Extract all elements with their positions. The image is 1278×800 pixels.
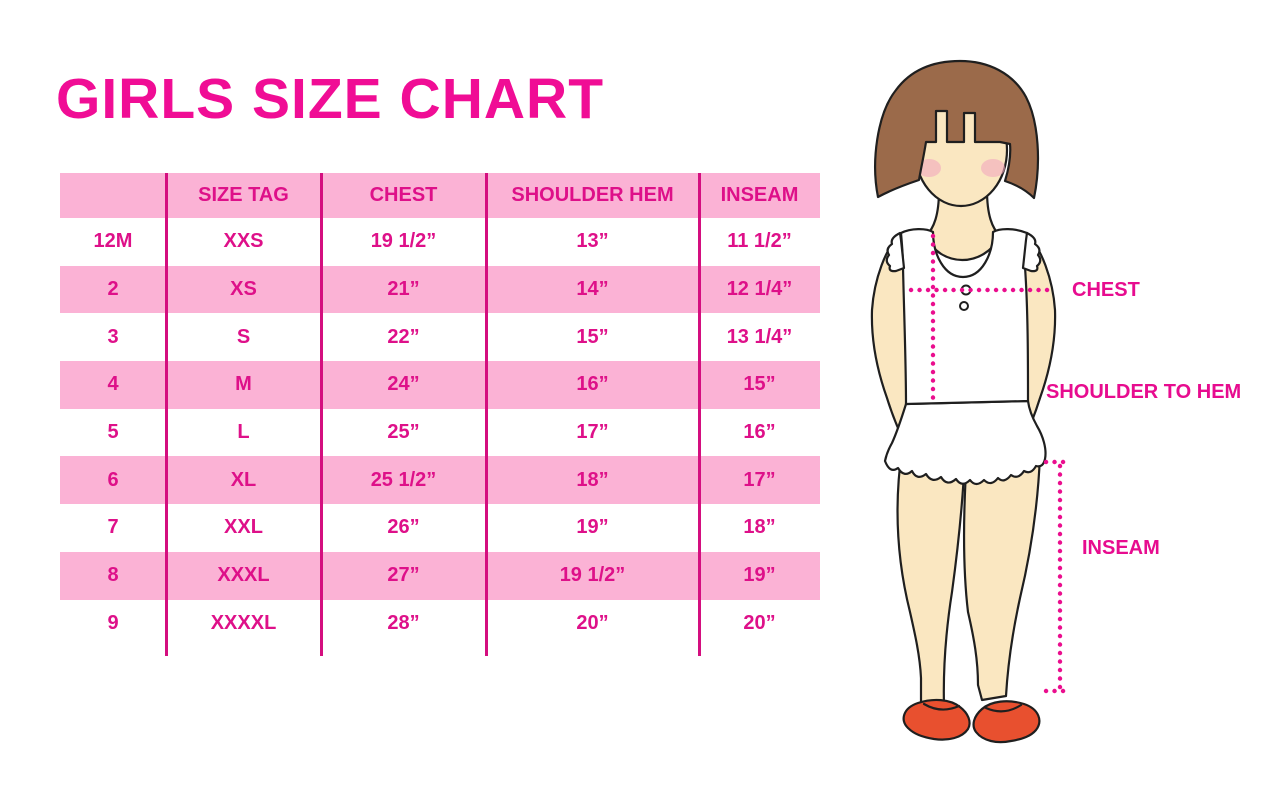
table-cell: 28” [387, 611, 420, 634]
table-cell: 15” [743, 373, 776, 396]
table-row: 2 XS 21” 14” 12 1/4” [60, 265, 820, 314]
column-divider [319, 173, 323, 656]
table-cell: XS [230, 278, 257, 301]
table-cell: 7 [107, 516, 119, 539]
table-cell: 22” [387, 325, 420, 348]
table-cell: 21” [387, 278, 420, 301]
table-cell: M [235, 373, 252, 396]
table-cell: 16” [576, 373, 609, 396]
table-cell: 27” [387, 564, 420, 587]
girl-right-shoe [972, 700, 1041, 744]
girl-skirt [883, 399, 1047, 486]
chest-label: CHEST [1072, 279, 1140, 301]
table-cell: 19 1/2” [370, 230, 437, 253]
table-row: 9 XXXXL 28” 20” 20” [60, 599, 820, 648]
table-cell: 8 [107, 564, 119, 587]
column-divider [484, 173, 488, 656]
table-cell: 19” [743, 564, 776, 587]
header-cell: SIZE TAG [198, 184, 289, 206]
table-cell: 26” [387, 516, 420, 539]
table-cell: 16” [743, 421, 776, 444]
table-header-row: SIZE TAG CHEST SHOULDER HEM INSEAM [60, 173, 820, 218]
table-cell: 13 1/4” [726, 325, 793, 348]
girl-button-bottom [959, 301, 969, 311]
table-cell: 13” [576, 230, 609, 253]
table-cell: 15” [576, 325, 609, 348]
table-cell: 17” [743, 468, 776, 491]
girl-neck [924, 188, 1002, 261]
girl-right-leg [963, 453, 1042, 702]
table-cell: 3 [107, 325, 119, 348]
inseam-label: INSEAM [1082, 537, 1160, 559]
girl-hair [874, 59, 1040, 200]
girl-right-ruffle [1021, 231, 1042, 273]
table-cell: 25 1/2” [370, 468, 437, 491]
column-divider [697, 173, 701, 656]
table-cell: 20” [576, 611, 609, 634]
table-cell: 18” [743, 516, 776, 539]
table-cell: XL [230, 468, 257, 491]
header-cell: INSEAM [720, 184, 799, 206]
header-cell: CHEST [369, 184, 438, 206]
table-cell: 17” [576, 421, 609, 444]
table-cell: 2 [107, 278, 119, 301]
girl-left-leg [896, 448, 967, 708]
table-cell: 5 [107, 421, 119, 444]
shoulder-to-hem-label: SHOULDER TO HEM [1046, 381, 1242, 403]
column-divider [164, 173, 168, 656]
table-cell: 19 1/2” [559, 564, 626, 587]
table-cell: XXXXL [210, 611, 277, 634]
size-table: SIZE TAG CHEST SHOULDER HEM INSEAM 12M XXS 19 … [60, 173, 820, 656]
table-row: 5 L 25” 17” 16” [60, 408, 820, 457]
table-cell: 11 1/2” [727, 230, 792, 253]
table-cell: 19” [576, 516, 609, 539]
table-cell: 20” [743, 611, 776, 634]
girl-left-ruffle [885, 231, 906, 273]
table-row: 4 M 24” 16” 15” [60, 361, 820, 409]
table-cell: 24” [387, 373, 420, 396]
header-cell: SHOULDER HEM [511, 184, 674, 206]
table-row: 8 XXXL 27” 19 1/2” 19” [60, 551, 820, 600]
table-row: 12M XXS 19 1/2” 13” 11 1/2” [60, 218, 820, 266]
table-cell: 25” [387, 421, 420, 444]
table-cell: 4 [107, 373, 119, 396]
table-cell: XXXL [217, 564, 270, 587]
table-cell: L [237, 421, 250, 444]
girl-illustration [870, 59, 1067, 744]
table-row: 6 XL 25 1/2” 18” 17” [60, 456, 820, 505]
table-cell: 18” [576, 468, 609, 491]
table-row: 7 XXL 26” 19” 18” [60, 504, 820, 552]
table-cell: S [236, 325, 251, 348]
table-cell: 9 [107, 611, 119, 634]
girl-left-shoe [902, 698, 971, 741]
table-cell: XXL [224, 516, 263, 539]
table-cell: XXS [223, 230, 264, 253]
table-cell: 6 [107, 468, 119, 491]
table-row: 3 S 22” 15” 13 1/4” [60, 313, 820, 362]
table-cell: 12 1/4” [726, 278, 793, 301]
table-cell: 12M [93, 230, 133, 253]
page-title: GIRLS SIZE CHART [56, 67, 605, 131]
table-cell: 14” [576, 278, 609, 301]
